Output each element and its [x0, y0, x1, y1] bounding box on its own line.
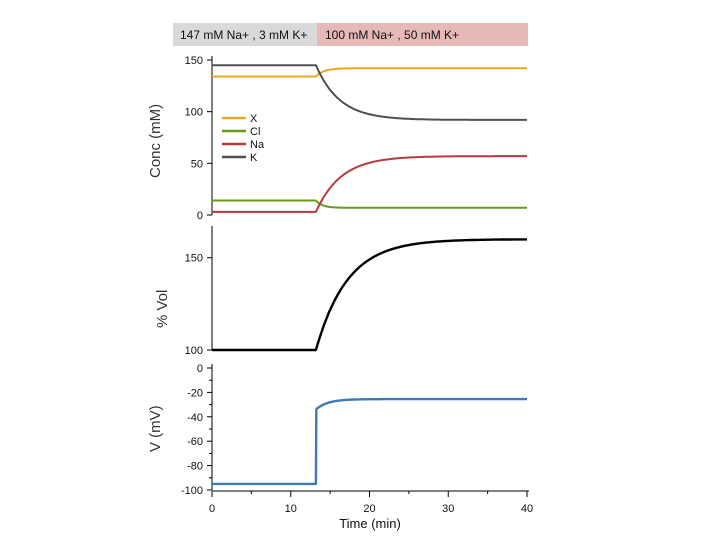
series-line-x — [212, 67, 528, 78]
legend-label-cl: Cl — [250, 126, 260, 138]
series-line-cl — [212, 199, 528, 209]
condition-label-high-potassium: 100 mM Na+ , 50 mM K+ — [325, 28, 459, 42]
x-tick-label: 40 — [521, 503, 533, 515]
series-line-na — [212, 155, 528, 213]
y-axis-title-volume: % Vol — [154, 290, 171, 328]
legend-label-x: X — [250, 113, 258, 125]
legend-label-na: Na — [250, 139, 265, 151]
y-tick-label: 150 — [185, 55, 203, 67]
y-tick-label: -20 — [187, 387, 203, 399]
y-axis-title-voltage: V (mV) — [147, 405, 164, 452]
y-tick-label: -60 — [187, 436, 203, 448]
x-tick-label: 0 — [209, 503, 215, 515]
voltage-panel: 0 -20 -40 -60 -80 -100 0 10 20 30 40 — [181, 363, 533, 515]
series-line-volume — [212, 238, 528, 352]
x-axis-title: Time (min) — [339, 516, 401, 531]
x-tick-label: 20 — [363, 503, 375, 515]
y-tick-label: 100 — [185, 107, 203, 119]
y-tick-label: -80 — [187, 461, 203, 473]
y-axis-title-concentration: Conc (mM) — [147, 104, 164, 178]
y-tick-label: 100 — [185, 345, 203, 357]
y-tick-label: 0 — [197, 210, 203, 222]
y-tick-label: 150 — [185, 253, 203, 265]
series-line-k — [212, 64, 528, 121]
concentration-panel: 0 50 100 150 — [185, 55, 528, 222]
volume-panel: 100 150 — [185, 226, 528, 357]
legend-label-k: K — [250, 152, 258, 164]
series-line-v — [212, 397, 528, 486]
x-tick-label: 30 — [442, 503, 454, 515]
condition-label-control: 147 mM Na+ , 3 mM K+ — [180, 28, 307, 42]
y-tick-label: -40 — [187, 412, 203, 424]
condition-bar-high-potassium — [317, 23, 528, 46]
y-tick-label: -100 — [181, 485, 203, 497]
y-tick-label: 0 — [197, 363, 203, 375]
condition-bar-control — [173, 23, 317, 46]
x-tick-label: 10 — [285, 503, 297, 515]
y-tick-label: 50 — [191, 158, 203, 170]
